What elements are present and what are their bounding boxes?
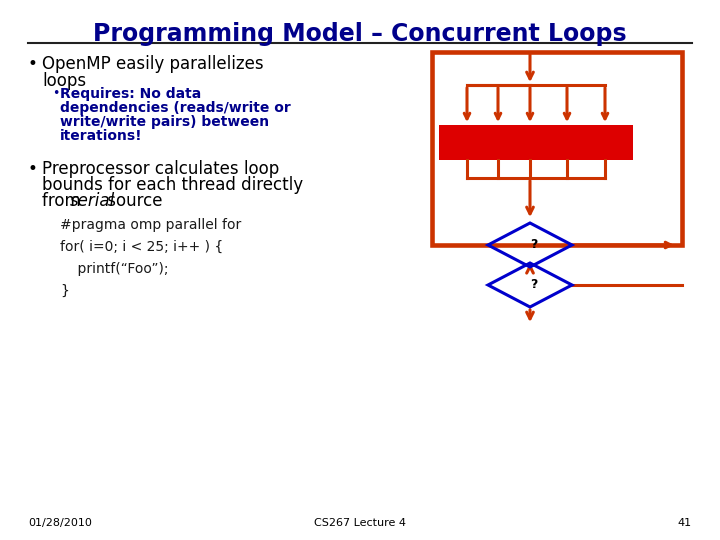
Text: Programming Model – Concurrent Loops: Programming Model – Concurrent Loops — [93, 22, 627, 46]
Text: printf(“Foo”);: printf(“Foo”); — [60, 262, 168, 276]
Text: •: • — [28, 160, 38, 178]
Text: Preprocessor calculates loop: Preprocessor calculates loop — [42, 160, 279, 178]
Text: CS267 Lecture 4: CS267 Lecture 4 — [314, 518, 406, 528]
Text: ?: ? — [531, 239, 538, 252]
FancyBboxPatch shape — [495, 125, 595, 160]
Text: write/write pairs) between: write/write pairs) between — [60, 115, 269, 129]
Text: ?: ? — [531, 279, 538, 292]
Text: OpenMP easily parallelizes: OpenMP easily parallelizes — [42, 55, 264, 73]
Text: •: • — [52, 87, 59, 100]
FancyBboxPatch shape — [439, 125, 495, 160]
Text: dependencies (reads/write or: dependencies (reads/write or — [60, 101, 291, 115]
Text: 01/28/2010: 01/28/2010 — [28, 518, 92, 528]
Text: serial: serial — [70, 192, 115, 210]
FancyBboxPatch shape — [577, 125, 633, 160]
Text: loops: loops — [42, 72, 86, 90]
Text: from: from — [42, 192, 86, 210]
Text: •: • — [28, 55, 38, 73]
Text: }: } — [60, 284, 69, 298]
Text: 41: 41 — [678, 518, 692, 528]
Text: iterations!: iterations! — [60, 129, 143, 143]
Text: bounds for each thread directly: bounds for each thread directly — [42, 176, 303, 194]
Text: Requires: No data: Requires: No data — [60, 87, 202, 101]
Text: for( i=0; i < 25; i++ ) {: for( i=0; i < 25; i++ ) { — [60, 240, 223, 254]
Text: source: source — [102, 192, 163, 210]
Text: #pragma omp parallel for: #pragma omp parallel for — [60, 218, 241, 232]
